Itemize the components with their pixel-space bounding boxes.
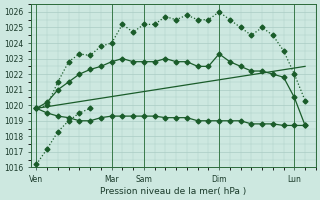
- X-axis label: Pression niveau de la mer( hPa ): Pression niveau de la mer( hPa ): [100, 187, 247, 196]
